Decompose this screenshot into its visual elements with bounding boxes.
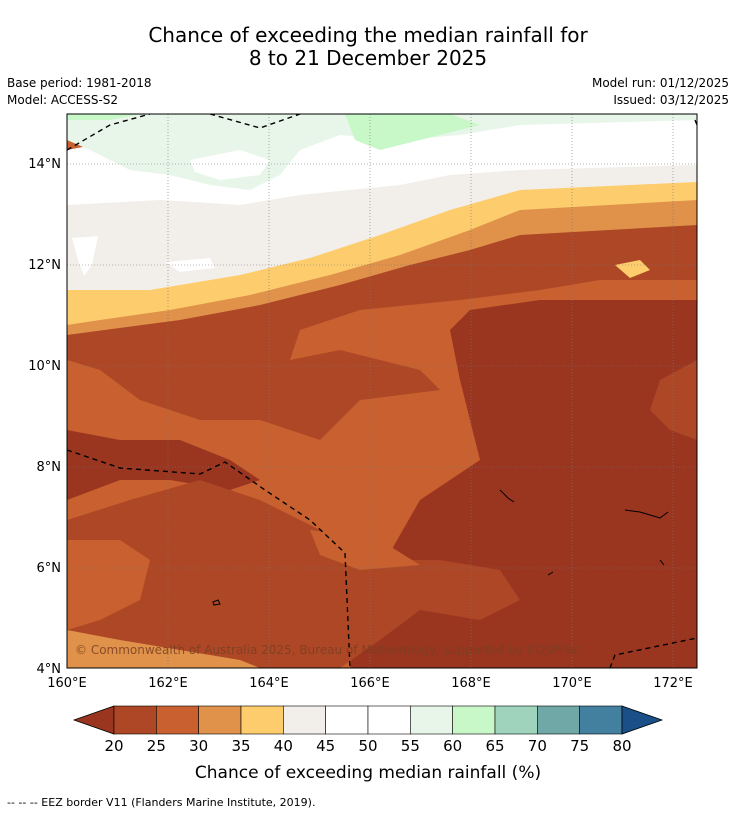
lon-label-166e: 166°E xyxy=(350,676,390,691)
colorbar-segment xyxy=(537,705,580,735)
model-name: Model: ACCESS-S2 xyxy=(7,93,119,107)
colorbar-segment xyxy=(113,705,157,735)
colorbar-segment xyxy=(579,705,623,735)
lat-labels: 4°N 6°N 8°N 10°N 12°N 14°N xyxy=(28,157,61,677)
base-period: Base period: 1981-2018 xyxy=(7,76,152,90)
band-20-west xyxy=(67,430,260,500)
map-frame xyxy=(66,113,698,669)
band-40 xyxy=(67,180,697,325)
colorbar-extend-low xyxy=(72,705,115,735)
band-25-ne-stripe xyxy=(545,235,645,252)
band-30-tongue xyxy=(310,530,420,570)
gridlines xyxy=(67,114,697,668)
title-line-2: 8 to 21 December 2025 xyxy=(248,46,488,70)
colorbar-segment xyxy=(367,705,411,735)
map-plot-area xyxy=(67,114,697,668)
islands xyxy=(212,489,669,606)
lat-label-8n: 8°N xyxy=(37,460,62,475)
white-gap-12n xyxy=(72,236,98,276)
colorbar-segment xyxy=(494,705,538,735)
issued-date: Issued: 03/12/2025 xyxy=(613,93,729,107)
lon-label-172e: 172°E xyxy=(653,676,693,691)
band-65-west xyxy=(67,114,140,120)
lon-labels: 160°E 162°E 164°E 166°E 168°E 170°E 172°… xyxy=(47,676,693,691)
colorbar-tick-label: 70 xyxy=(528,737,547,755)
colorbar-tick-label: 25 xyxy=(147,737,166,755)
colorbar-tick-label: 80 xyxy=(612,737,631,755)
colorbar-segment xyxy=(283,705,326,735)
colorbar-segment xyxy=(240,705,284,735)
model-run: Model run: 01/12/2025 xyxy=(591,76,729,90)
band-45 xyxy=(67,162,697,290)
lon-label-168e: 168°E xyxy=(451,676,491,691)
lon-label-170e: 170°E xyxy=(552,676,592,691)
lat-label-6n: 6°N xyxy=(37,561,62,576)
colorbar-label: Chance of exceeding median rainfall (%) xyxy=(195,763,541,783)
colorbar-extend-high xyxy=(621,705,664,735)
rainfall-map: © Commonwealth of Australia 2025, Bureau… xyxy=(28,113,698,783)
colorbar-tick-label: 30 xyxy=(189,737,208,755)
colorbar-tick-label: 60 xyxy=(443,737,462,755)
colorbar-segment xyxy=(156,705,199,735)
band-40-spot xyxy=(615,260,650,278)
lat-label-12n: 12°N xyxy=(28,258,61,273)
band-65-patch xyxy=(345,114,480,150)
band-25-upper xyxy=(67,220,697,440)
colorbar-segment xyxy=(452,705,496,735)
colorbar-tick-label: 35 xyxy=(231,737,250,755)
colorbar-tick-label: 45 xyxy=(316,737,335,755)
colorbar: 20 25 30 35 40 45 50 55 60 65 70 75 80 xyxy=(72,705,664,755)
band-35-south xyxy=(67,630,260,668)
colorbar-tick-label: 50 xyxy=(358,737,377,755)
lat-label-10n: 10°N xyxy=(28,359,61,374)
lat-label-4n: 4°N xyxy=(37,662,62,677)
colorbar-segment xyxy=(410,705,453,735)
lon-label-160e: 160°E xyxy=(47,676,87,691)
colorbar-tick-label: 20 xyxy=(104,737,123,755)
colorbar-tick-label: 75 xyxy=(570,737,589,755)
colorbar-tick-label: 65 xyxy=(485,737,504,755)
lon-label-164e: 164°E xyxy=(249,676,289,691)
band-25-lower xyxy=(67,480,520,668)
copyright-text: © Commonwealth of Australia 2025, Bureau… xyxy=(75,643,580,657)
title-line-1: Chance of exceeding the median rainfall … xyxy=(148,23,588,47)
colorbar-tick-label: 40 xyxy=(274,737,293,755)
colorbar-segment xyxy=(325,705,369,735)
band-25-east-spot xyxy=(650,360,697,440)
eez-footnote: -- -- -- EEZ border V11 (Flanders Marine… xyxy=(7,796,316,809)
lat-label-14n: 14°N xyxy=(28,157,61,172)
colorbar-tick-label: 55 xyxy=(401,737,420,755)
lon-label-162e: 162°E xyxy=(148,676,188,691)
colorbar-segment xyxy=(198,705,242,735)
band-50-inner xyxy=(190,150,270,180)
